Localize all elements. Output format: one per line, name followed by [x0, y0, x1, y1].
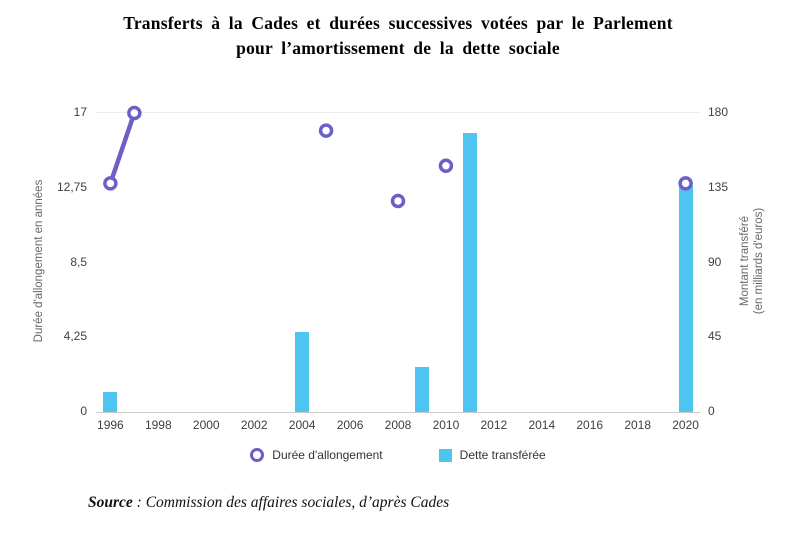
bar-dette-2004	[295, 332, 310, 412]
x-tick-label: 2000	[192, 418, 220, 432]
plot-area	[96, 105, 700, 413]
x-tick-label: 2010	[432, 418, 460, 432]
dette-swatch-icon	[438, 448, 452, 462]
chart-title-line1: Transferts à la Cades et durées successi…	[123, 13, 673, 33]
y-right-tick-label: 0	[708, 404, 715, 418]
x-tick-label: 2006	[336, 418, 364, 432]
y-right-tick-label: 90	[708, 254, 722, 269]
legend-item-dette: Dette transférée	[438, 448, 546, 462]
x-tick-label: 2004	[288, 418, 316, 432]
duree-line-segment	[108, 112, 137, 185]
y-left-tick-label: 8,5	[70, 254, 87, 269]
x-tick-label: 2020	[672, 418, 699, 432]
duree-marker-2008	[390, 193, 406, 209]
x-tick-label: 2008	[384, 418, 412, 432]
bar-dette-2020	[678, 186, 693, 412]
legend-label-duree: Durée d'allongement	[272, 448, 383, 462]
bar-dette-2011	[462, 132, 477, 412]
x-tick-label: 2002	[240, 418, 268, 432]
duree-marker-1997	[127, 105, 142, 121]
x-tick-label: 1998	[144, 418, 172, 432]
x-tick-label: 1996	[97, 418, 124, 432]
duree-marker-icon	[250, 448, 265, 462]
chart-title: Transferts à la Cades et durées successi…	[0, 11, 796, 61]
x-tick-label: 2014	[528, 418, 556, 432]
y-right-tick-label: 180	[708, 105, 729, 119]
bar-dette-1996	[103, 392, 118, 412]
y-left-tick-label: 17	[73, 105, 87, 119]
x-tick-label: 2012	[480, 418, 508, 432]
y-right-tick-label: 45	[708, 329, 722, 344]
y-left-tick-label: 4,25	[63, 329, 87, 344]
source-note: Source : Commission des affaires sociale…	[88, 494, 449, 512]
x-tick-label: 2018	[624, 418, 652, 432]
duree-marker-2020	[678, 176, 693, 191]
legend-item-duree: Durée d'allongement	[250, 448, 383, 462]
chart-title-line2: pour l’amortissement de la dette sociale	[236, 38, 560, 58]
duree-marker-1996	[103, 176, 118, 191]
x-tick-label: 2016	[576, 418, 604, 432]
source-text: : Commission des affaires sociales, d’ap…	[132, 494, 450, 511]
legend-label-dette: Dette transférée	[459, 448, 546, 462]
y-left-tick-label: 0	[80, 404, 87, 418]
legend: Durée d'allongement Dette transférée	[96, 448, 700, 462]
source-label: Source	[88, 494, 133, 511]
bar-dette-2009	[414, 367, 429, 412]
duree-marker-2005	[318, 123, 334, 138]
y-right-tick-label: 135	[708, 179, 729, 194]
y-left-tick-label: 12,75	[56, 179, 87, 194]
duree-marker-2010	[438, 158, 454, 174]
duree-series-layer	[103, 105, 693, 209]
